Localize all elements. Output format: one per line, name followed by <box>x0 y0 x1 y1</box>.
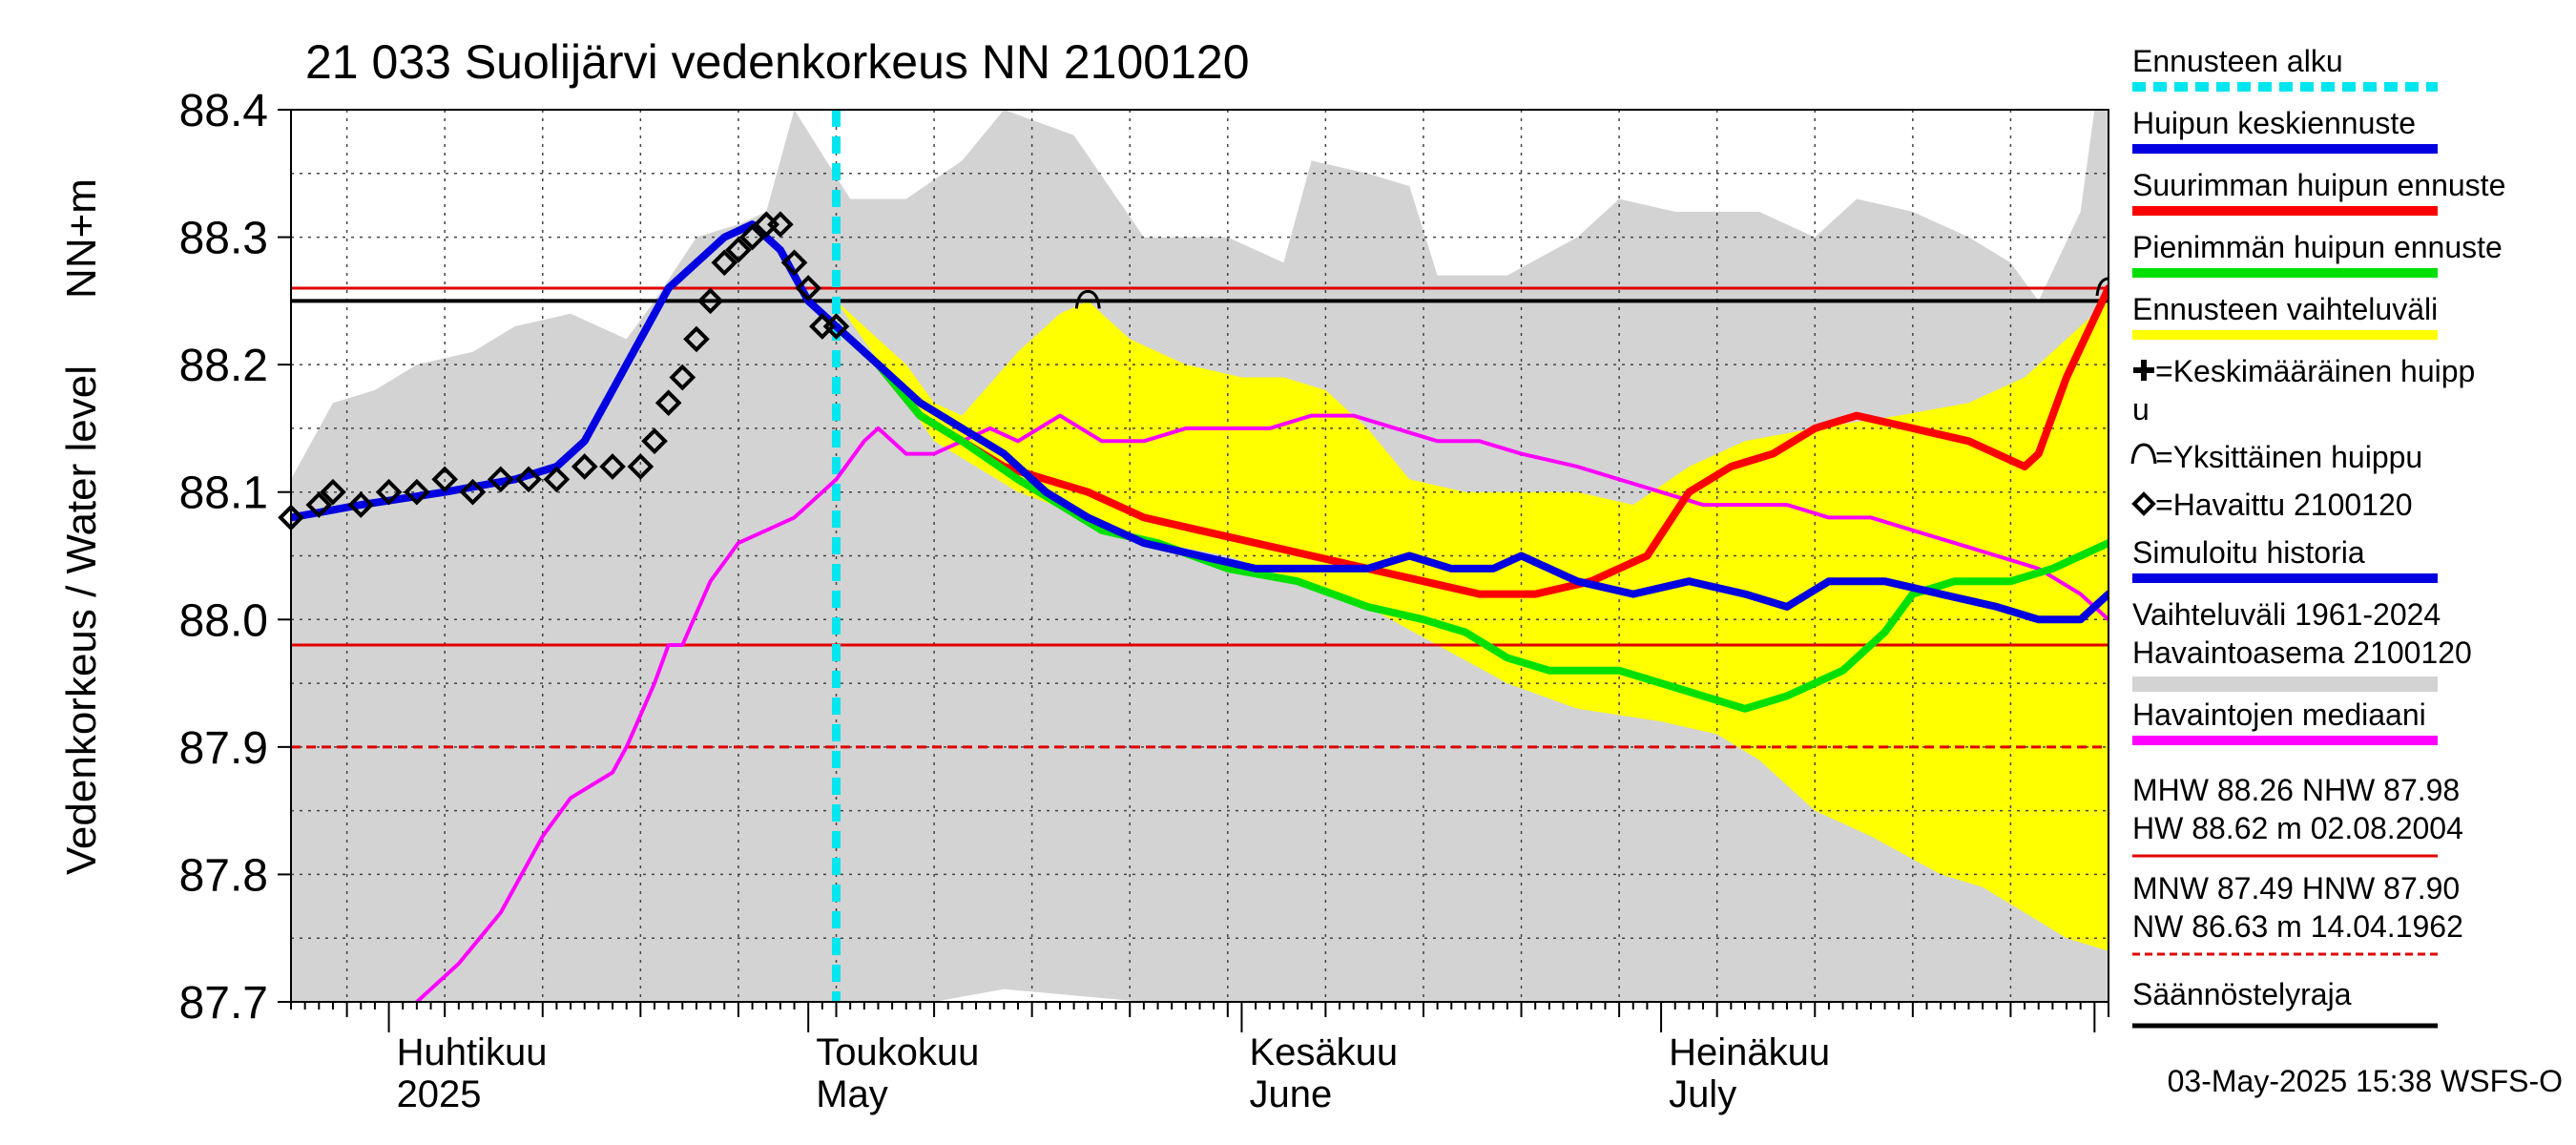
x-month-label: Huhtikuu <box>397 1031 548 1073</box>
legend-label-2: Suurimman huipun ennuste <box>2132 168 2505 202</box>
observed-point-19 <box>711 249 738 277</box>
x-month-label-en: May <box>816 1073 888 1115</box>
observed-point-15 <box>654 389 682 417</box>
observed-point-1 <box>305 491 333 518</box>
observed-point-18 <box>696 287 724 315</box>
axes-layer: 88.4 88.3 88.2 88.1 88.0 87.9 87.8 87.7 Huhtikuu… <box>179 86 2109 1115</box>
legend-label-cont-9: Havaintoasema 2100120 <box>2132 635 2472 670</box>
stats-line2-0: HW 88.62 m 02.08.2004 <box>2132 811 2463 845</box>
series-layer <box>291 220 2109 1002</box>
y-tick-label: 88.4 <box>179 86 268 136</box>
observed-point-13 <box>627 453 654 480</box>
legend-label-5: =Keskimääräinen huipp <box>2155 354 2475 388</box>
y-tick-label: 88.3 <box>179 214 268 264</box>
footer-timestamp: 03-May-2025 15:38 WSFS-O <box>2168 1064 2563 1098</box>
observed-point-21 <box>738 223 766 251</box>
x-month-label-en: 2025 <box>397 1073 482 1115</box>
x-month-label-en: July <box>1669 1073 1736 1115</box>
series-line-3 <box>832 323 2109 713</box>
legend: Ennusteen alku Huipun keskiennuste Suurimm… <box>2130 44 2505 1029</box>
observed-point-25 <box>795 275 822 302</box>
observed-point-17 <box>683 325 710 353</box>
observed-point-6 <box>431 466 459 493</box>
observed-point-2 <box>320 478 346 506</box>
legend-cross-marker <box>2133 360 2154 381</box>
legend-label-6: =Yksittäinen huippu <box>2155 440 2422 474</box>
stats-line1-1: MNW 87.49 HNW 87.90 <box>2132 871 2460 906</box>
legend-arc-marker <box>2130 443 2157 465</box>
legend-label-1: Huipun keskiennuste <box>2132 106 2416 140</box>
y-tick-label: 87.7 <box>179 978 268 1029</box>
observed-point-27 <box>822 313 850 340</box>
legend-label-8: Simuloitu historia <box>2132 535 2365 570</box>
legend-label-cont-5: u <box>2132 392 2150 427</box>
y-tick-label: 88.1 <box>179 468 268 519</box>
series-line-4 <box>832 323 2109 624</box>
x-month-label: Toukokuu <box>816 1031 979 1073</box>
legend-label-7: =Havaittu 2100120 <box>2155 488 2413 522</box>
single-peak-marker-0 <box>1074 289 1101 309</box>
legend-diamond-marker <box>2131 491 2156 516</box>
stats-line2-1: NW 86.63 m 14.04.1962 <box>2132 909 2463 944</box>
observed-point-12 <box>599 453 626 480</box>
legend-label-0: Ennusteen alku <box>2132 44 2343 78</box>
x-month-label-en: June <box>1249 1073 1332 1115</box>
observed-point-8 <box>487 466 514 493</box>
series-line-0 <box>414 413 2109 1002</box>
regulation-label: Säännöstelyraja <box>2132 977 2352 1011</box>
observed-point-20 <box>725 237 752 263</box>
observed-point-24 <box>780 249 808 277</box>
legend-label-9: Vaihteluväli 1961-2024 <box>2132 597 2441 632</box>
reference-lines-layer <box>291 110 2109 1002</box>
y-tick-label: 87.9 <box>179 723 268 774</box>
observed-point-3 <box>347 491 375 518</box>
legend-label-4: Ennusteen vaihteluväli <box>2132 292 2438 326</box>
forecast-range-layer <box>836 301 2109 951</box>
y-axis-label: Vedenkorkeus / Water level <box>58 365 105 875</box>
observed-markers-layer <box>278 211 850 531</box>
forecast-range-band <box>836 301 2109 951</box>
observed-point-7 <box>459 478 487 506</box>
legend-label-10: Havaintojen mediaani <box>2132 697 2426 732</box>
y-tick-label: 88.0 <box>179 595 268 646</box>
observed-point-16 <box>669 364 696 391</box>
y-axis-unit: NN+m <box>58 178 105 299</box>
observed-point-9 <box>515 466 542 493</box>
observed-point-4 <box>375 478 403 506</box>
single-peak-marker-1 <box>2095 277 2109 297</box>
y-tick-label: 88.2 <box>179 341 268 391</box>
stats-line1-0: MHW 88.26 NHW 87.98 <box>2132 773 2460 807</box>
observed-point-5 <box>404 478 430 506</box>
chart-title: 21 033 Suolijärvi vedenkorkeus NN 210012… <box>305 35 1250 89</box>
x-month-label: Kesäkuu <box>1249 1031 1398 1073</box>
observed-point-10 <box>543 466 571 493</box>
observed-point-11 <box>571 453 598 480</box>
y-tick-label: 87.8 <box>179 850 268 901</box>
observed-point-14 <box>641 427 668 455</box>
legend-label-3: Pienimmän huipun ennuste <box>2132 230 2503 264</box>
x-month-label: Heinäkuu <box>1669 1031 1830 1073</box>
observed-point-23 <box>767 211 794 239</box>
